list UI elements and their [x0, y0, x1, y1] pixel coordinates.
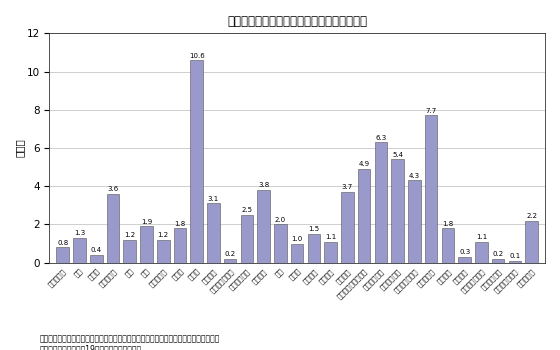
- Text: 6.3: 6.3: [375, 135, 386, 141]
- Bar: [190, 60, 203, 262]
- Bar: [391, 160, 404, 262]
- Text: 1.3: 1.3: [74, 230, 85, 236]
- Bar: [73, 238, 86, 262]
- Bar: [458, 257, 471, 262]
- Text: 1.8: 1.8: [442, 221, 454, 227]
- Text: 0.4: 0.4: [91, 247, 102, 253]
- Text: 5.4: 5.4: [392, 152, 403, 158]
- Text: 7.7: 7.7: [426, 108, 437, 114]
- Text: 1.1: 1.1: [325, 234, 337, 240]
- Text: 1.8: 1.8: [174, 221, 185, 227]
- Text: 1.2: 1.2: [158, 232, 169, 238]
- Bar: [508, 261, 521, 262]
- Bar: [442, 228, 454, 262]
- Text: 2.2: 2.2: [526, 213, 537, 219]
- Bar: [258, 190, 270, 262]
- Bar: [408, 181, 421, 262]
- Text: 3.8: 3.8: [258, 182, 269, 189]
- Bar: [157, 240, 170, 262]
- Bar: [140, 226, 153, 262]
- Bar: [291, 244, 304, 262]
- Bar: [174, 228, 186, 262]
- Text: 0.2: 0.2: [225, 251, 236, 257]
- Bar: [341, 192, 354, 262]
- Text: 0.8: 0.8: [57, 240, 68, 246]
- Text: 1.9: 1.9: [141, 219, 152, 225]
- Bar: [475, 241, 488, 262]
- Text: 4.9: 4.9: [358, 161, 370, 167]
- Text: 2.5: 2.5: [241, 207, 253, 214]
- Bar: [123, 240, 136, 262]
- Bar: [492, 259, 505, 262]
- Title: 産業別に見た売上に占める研究開発費の割合: 産業別に見た売上に占める研究開発費の割合: [227, 15, 367, 28]
- Text: 4.3: 4.3: [409, 173, 420, 179]
- Text: 1.1: 1.1: [476, 234, 487, 240]
- Text: 0.1: 0.1: [509, 253, 520, 259]
- Bar: [307, 234, 320, 262]
- Text: 1.2: 1.2: [124, 232, 136, 238]
- Text: 3.7: 3.7: [342, 184, 353, 190]
- Text: 0.3: 0.3: [459, 249, 470, 256]
- Text: （資料）総務省「平成19年科学技術研究調査」: （資料）総務省「平成19年科学技術研究調査」: [39, 345, 141, 350]
- Bar: [324, 241, 337, 262]
- Text: 0.2: 0.2: [493, 251, 503, 257]
- Bar: [274, 224, 287, 262]
- Bar: [425, 116, 437, 262]
- Bar: [241, 215, 253, 262]
- Text: 2.0: 2.0: [275, 217, 286, 223]
- Bar: [375, 142, 387, 262]
- Text: 10.6: 10.6: [189, 52, 204, 58]
- Bar: [57, 247, 69, 262]
- Bar: [207, 203, 220, 262]
- Text: 1.0: 1.0: [292, 236, 303, 242]
- Bar: [224, 259, 236, 262]
- Text: 3.1: 3.1: [208, 196, 219, 202]
- Bar: [525, 220, 538, 262]
- Text: （注）サービス業には学術研究機関を含めていない。研究費は社内使用研究費である。: （注）サービス業には学術研究機関を含めていない。研究費は社内使用研究費である。: [39, 334, 220, 343]
- Y-axis label: （％）: （％）: [15, 139, 25, 158]
- Text: 3.6: 3.6: [108, 186, 119, 192]
- Text: 1.5: 1.5: [309, 226, 320, 232]
- Bar: [107, 194, 119, 262]
- Bar: [358, 169, 370, 262]
- Bar: [90, 255, 102, 262]
